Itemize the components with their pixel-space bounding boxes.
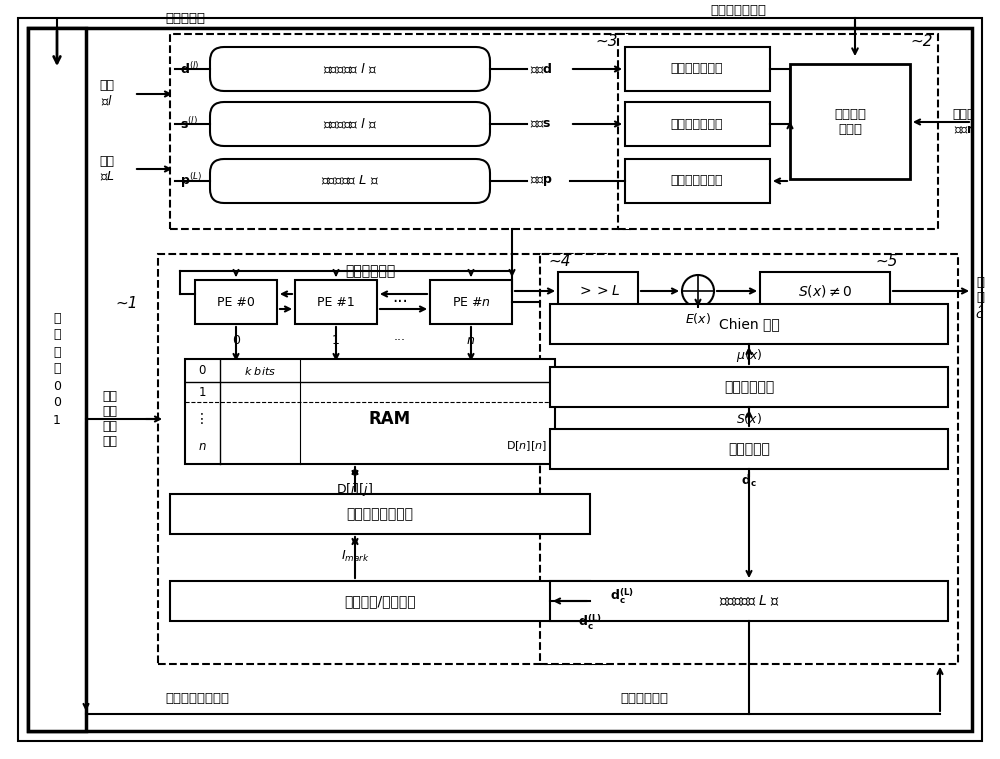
Text: $\mu(x)$: $\mu(x)$ xyxy=(736,348,762,364)
Text: ~1: ~1 xyxy=(115,297,138,311)
Bar xyxy=(170,581,590,621)
Bar xyxy=(625,102,770,146)
Text: 左循环移位 $L$ 次: 左循环移位 $L$ 次 xyxy=(321,175,379,187)
Text: 右循环移位 $L$ 次: 右循环移位 $L$ 次 xyxy=(719,594,779,609)
Circle shape xyxy=(682,275,714,307)
Text: ~3: ~3 xyxy=(595,33,618,49)
Text: $k$ bits: $k$ bits xyxy=(244,365,276,377)
Text: 回溯标记错误位置: 回溯标记错误位置 xyxy=(347,507,414,521)
Text: 加速器工作使能: 加速器工作使能 xyxy=(710,5,766,17)
Text: 编辑距离计算: 编辑距离计算 xyxy=(345,264,395,278)
Text: $S(x)$: $S(x)$ xyxy=(736,411,762,427)
Bar xyxy=(550,367,948,407)
Bar xyxy=(430,280,512,324)
Text: D[$i$][$j$]: D[$i$][$j$] xyxy=(336,481,374,498)
Text: 左循环移位 $l$ 次: 左循环移位 $l$ 次 xyxy=(323,61,377,76)
Bar xyxy=(170,494,590,534)
Text: 0: 0 xyxy=(232,334,240,347)
Text: 伴随式计算: 伴随式计算 xyxy=(728,442,770,456)
Text: 解映射使能: 解映射使能 xyxy=(165,11,205,24)
Text: PE #1: PE #1 xyxy=(317,295,355,308)
Text: ···: ··· xyxy=(392,293,408,311)
Text: $n$: $n$ xyxy=(466,334,476,347)
Text: $\mathbf{s}^{(l)}$: $\mathbf{s}^{(l)}$ xyxy=(180,116,198,132)
Text: 输入数据
寄存器: 输入数据 寄存器 xyxy=(834,108,866,136)
Text: Chien 搜索: Chien 搜索 xyxy=(719,317,779,331)
Text: 左循环移位 $l$ 次: 左循环移位 $l$ 次 xyxy=(323,117,377,131)
Text: 纠正插入/删节错误: 纠正插入/删节错误 xyxy=(344,594,416,608)
Text: ···: ··· xyxy=(394,334,406,347)
Bar xyxy=(28,28,86,731)
Text: $\mathbf{d_c}$: $\mathbf{d_c}$ xyxy=(741,473,757,489)
Text: $S(x)\neq0$: $S(x)\neq0$ xyxy=(798,283,852,299)
Text: ~2: ~2 xyxy=(910,33,932,49)
Bar xyxy=(550,429,948,469)
Bar xyxy=(550,304,948,344)
Text: 序列$\mathbf{s}$: 序列$\mathbf{s}$ xyxy=(530,118,552,131)
Text: $\mathbf{d_c^{(L)}}$: $\mathbf{d_c^{(L)}}$ xyxy=(578,613,602,632)
Text: 第一移位寄存器: 第一移位寄存器 xyxy=(671,62,723,75)
Text: $I_{mark}$: $I_{mark}$ xyxy=(341,549,369,564)
FancyBboxPatch shape xyxy=(210,102,490,146)
Text: 1: 1 xyxy=(332,334,340,347)
Bar xyxy=(618,34,938,229)
Text: D[$n$][$n$]: D[$n$][$n$] xyxy=(506,439,548,453)
Bar xyxy=(170,34,630,229)
Text: $>>L$: $>>L$ xyxy=(577,284,619,298)
Text: 码字$\mathbf{d}$: 码字$\mathbf{d}$ xyxy=(530,61,553,76)
Text: ~5: ~5 xyxy=(875,254,898,269)
Bar xyxy=(185,359,555,464)
Text: PE #0: PE #0 xyxy=(217,295,255,308)
Text: $\mathbf{d_c^{(L)}}$: $\mathbf{d_c^{(L)}}$ xyxy=(610,586,634,606)
Bar xyxy=(158,254,608,664)
Text: 内解
码器
工作
使能: 内解 码器 工作 使能 xyxy=(103,390,118,448)
Text: 控
制
逻
辑
0
0
1: 控 制 逻 辑 0 0 1 xyxy=(53,311,61,427)
Bar xyxy=(558,272,638,310)
Text: $\mathbf{p}^{(L)}$: $\mathbf{p}^{(L)}$ xyxy=(180,172,202,191)
Text: 外解码器工作使能: 外解码器工作使能 xyxy=(165,692,229,706)
Bar xyxy=(625,47,770,91)
Text: $E(x)$: $E(x)$ xyxy=(685,311,711,326)
Bar xyxy=(550,581,948,621)
Text: 第二移位寄存器: 第二移位寄存器 xyxy=(671,118,723,131)
Text: 第三移位寄存器: 第三移位寄存器 xyxy=(671,175,723,187)
Text: ~4: ~4 xyxy=(548,254,570,269)
Bar xyxy=(540,254,958,664)
Text: 0: 0 xyxy=(198,364,206,377)
Text: 码
字
$\hat{c}$: 码 字 $\hat{c}$ xyxy=(975,276,985,323)
Text: 关键方程求解: 关键方程求解 xyxy=(724,380,774,394)
FancyBboxPatch shape xyxy=(210,47,490,91)
Bar xyxy=(760,272,890,310)
Text: 计数
值$L$: 计数 值$L$ xyxy=(100,155,114,183)
Bar xyxy=(295,280,377,324)
Bar xyxy=(625,159,770,203)
Text: 1: 1 xyxy=(198,386,206,398)
Text: 条形码
序列$\mathbf{r}$: 条形码 序列$\mathbf{r}$ xyxy=(952,108,975,136)
Bar xyxy=(195,280,277,324)
Text: RAM: RAM xyxy=(369,410,411,428)
Bar xyxy=(790,64,910,179)
Text: 序列$\mathbf{p}$: 序列$\mathbf{p}$ xyxy=(530,174,553,188)
Text: $n$: $n$ xyxy=(198,439,206,452)
Text: 循环移位使能: 循环移位使能 xyxy=(620,692,668,706)
FancyBboxPatch shape xyxy=(210,159,490,203)
Text: $\mathbf{d}^{(l)}$: $\mathbf{d}^{(l)}$ xyxy=(180,61,200,77)
Text: ⋮: ⋮ xyxy=(195,412,209,426)
Text: 计数
值$l$: 计数 值$l$ xyxy=(100,79,114,109)
Text: PE #$n$: PE #$n$ xyxy=(452,295,490,308)
